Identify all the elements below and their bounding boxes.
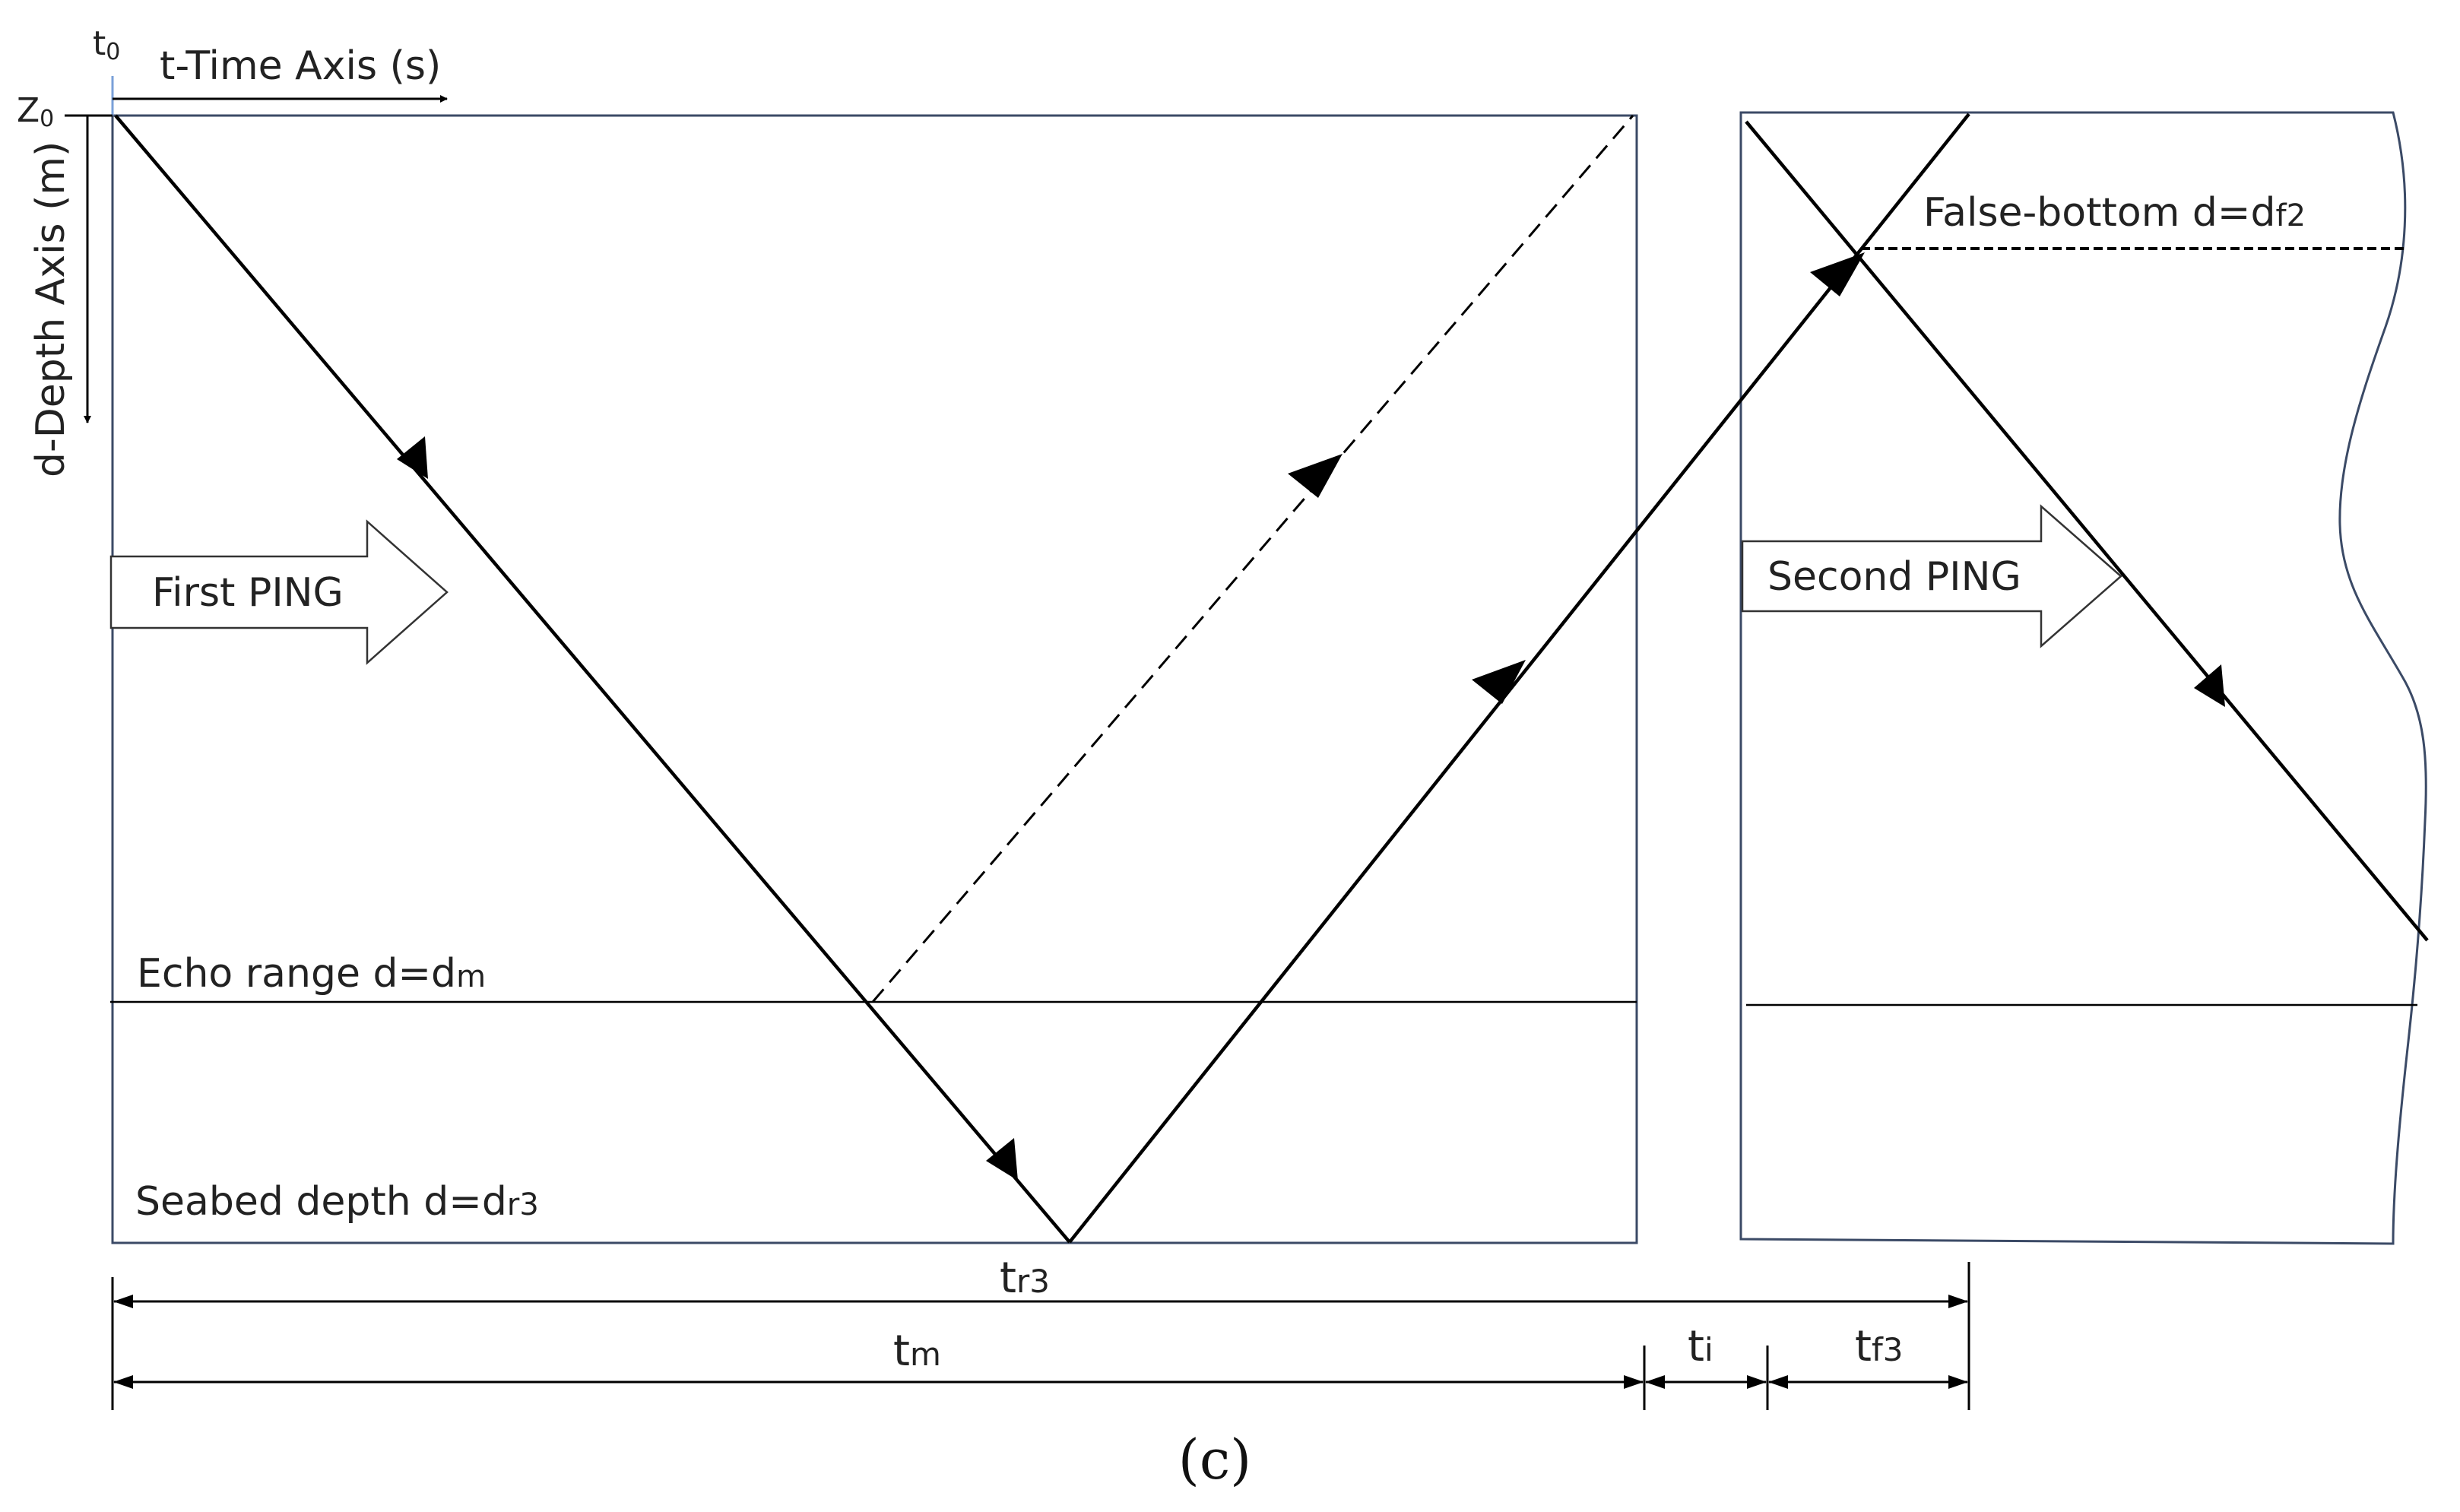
echo-range-label: Echo range d=dm [137,951,486,997]
z0-label: Z0 [17,91,54,132]
t0-label: t0 [93,24,120,65]
first-ping-arrow: First PING [109,519,449,665]
second-ping-label: Second PING [1767,554,2021,600]
return-upgoing-arrowhead-1 [1472,660,1526,704]
second-ping-downgoing-ray [1745,120,2429,942]
first-ping-label: First PING [152,570,344,616]
return-upgoing-arrowhead-2 [1810,252,1865,296]
seabed-depth-label: Seabed depth d=dr3 [135,1179,539,1225]
echo-range-dashed-ray [871,115,1634,1003]
tf3-label: tf3 [1855,1322,1903,1371]
second-ping-arrowhead [2194,664,2225,707]
downgoing-arrowhead-2 [986,1138,1018,1181]
false-bottom-label: False-bottom d=df2 [1923,190,2306,236]
tm-label: tm [893,1327,941,1376]
dashed-upgoing-arrowhead [1288,454,1343,498]
first-ping-downgoing-ray [114,114,1071,1244]
tr3-label: tr3 [1000,1254,1050,1303]
downgoing-arrowhead-1 [397,436,428,479]
second-ping-arrow: Second PING [1741,504,2122,648]
first-ping-frame [111,114,1638,1244]
seabed-return-ray [1068,113,1970,1244]
second-ping-frame [1739,111,2427,1245]
figure-caption: (c) [1178,1428,1252,1491]
time-axis-label: t-Time Axis (s) [160,43,441,89]
depth-axis-label: d-Depth Axis (m) [28,141,74,477]
ti-label: ti [1688,1322,1713,1371]
